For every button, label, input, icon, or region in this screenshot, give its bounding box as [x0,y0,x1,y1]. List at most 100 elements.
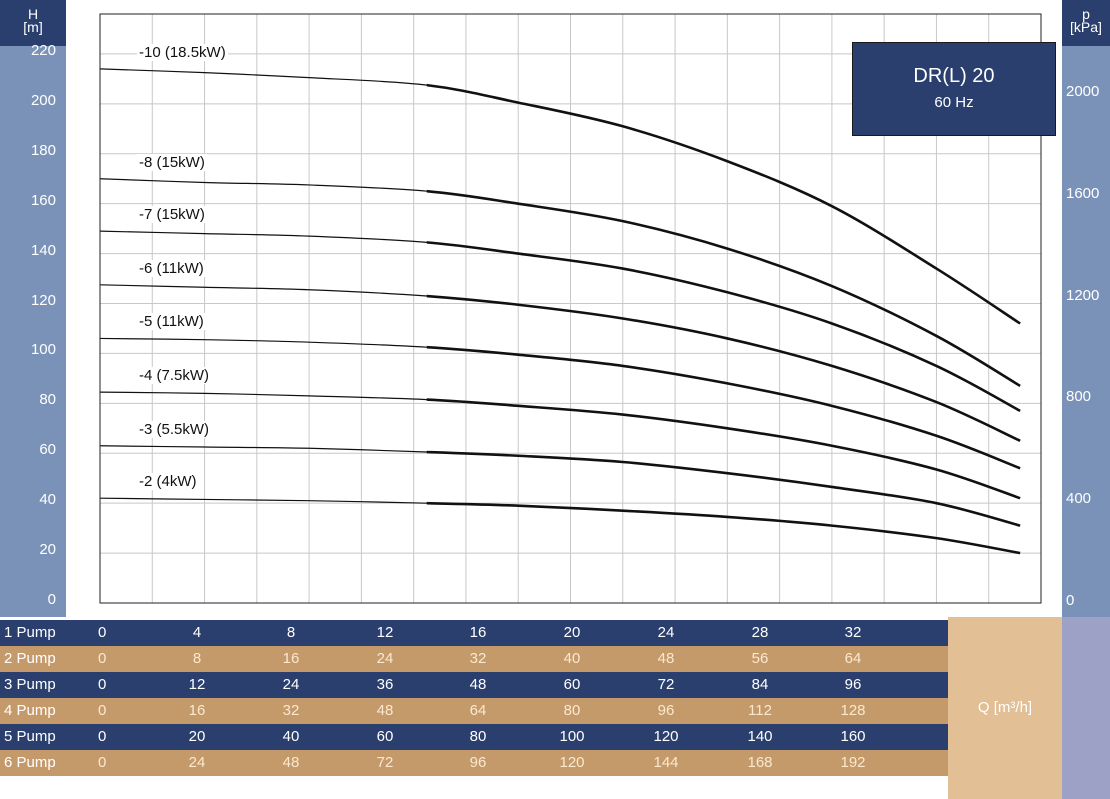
pump-flow-value: 120 [559,754,585,771]
curve-layer [99,68,1021,555]
pump-flow-value: 100 [559,728,585,745]
left-tick-label: 40 [39,491,56,509]
pump-row-label: 4 Pump [4,702,56,719]
pump-flow-value: 112 [748,702,772,719]
series-curve-operating-range [426,294,1021,442]
left-tick-label: 100 [30,341,56,359]
series-curve-operating-range [426,450,1021,527]
pump-row: 4 Pump 0 16 32 48 64 80 96 112 128 [0,698,948,724]
pump-flow-value: 96 [844,676,862,693]
series-label: -5 (11kW) [137,313,206,331]
model-frequency: 60 Hz [934,94,974,111]
model-info-box: DR(L) 20 60 Hz [852,42,1056,136]
pump-flow-value: 0 [98,754,107,771]
left-tick-label: 120 [30,291,56,309]
series-curve-operating-range [426,501,1021,555]
series-label: -3 (5.5kW) [137,420,212,438]
pump-flow-value: 56 [751,650,769,667]
pump-flow-value: 48 [376,702,394,719]
right-axis-unit: p [kPa] [1062,0,1110,46]
series-curve-operating-range [426,241,1021,412]
pump-flow-value: 12 [188,676,206,693]
pump-flow-value: 24 [657,624,675,641]
pump-flow-value: 24 [188,754,206,771]
right-axis-unit-text: [kPa] [1070,19,1102,35]
pump-flow-value: 96 [469,754,487,771]
pump-flow-value: 24 [376,650,394,667]
right-axis-panel [1062,0,1110,617]
pump-flow-value: 20 [188,728,206,745]
pump-flow-value: 144 [653,754,679,771]
pump-flow-value: 40 [282,728,300,745]
pump-flow-value: 60 [376,728,394,745]
pump-flow-value: 0 [98,702,107,719]
pump-flow-value: 72 [657,676,675,693]
pump-flow-value: 168 [747,754,773,771]
pump-flow-value: 64 [844,650,862,667]
pump-flow-value: 8 [286,624,296,641]
pump-flow-value: 48 [282,754,300,771]
pump-flow-value: 96 [657,702,675,719]
right-tick-label: 800 [1066,388,1092,406]
pump-flow-value: 16 [469,624,487,641]
pump-flow-table: 1 Pump 0 4 8 12 16 20 24 28 32 2 Pump 0 8 16 24 32 40 48 5… [0,617,1110,799]
right-table-pad [1062,617,1110,799]
series-curve-operating-range [426,189,1021,387]
pump-flow-value: 48 [469,676,487,693]
pump-flow-value: 64 [469,702,487,719]
pump-flow-value: 128 [840,702,866,719]
pump-flow-value: 0 [98,676,107,693]
left-tick-label: 220 [30,41,56,59]
pump-flow-value: 36 [376,676,394,693]
left-axis-panel [0,0,66,617]
series-label: -2 (4kW) [137,473,199,491]
pump-flow-value: 120 [653,728,679,745]
left-tick-label: 0 [47,591,56,608]
left-tick-label: 60 [39,441,56,459]
right-tick-label: 2000 [1066,83,1100,101]
left-tick-label: 180 [30,141,56,159]
left-tick-label: 160 [30,191,56,209]
pump-flow-value: 160 [840,728,866,745]
series-curve-operating-range [426,398,1021,500]
pump-row-label: 6 Pump [4,754,56,771]
pump-flow-value: 4 [192,624,202,641]
pump-row: 5 Pump 0 20 40 60 80 100 120 140 160 [0,724,948,750]
pump-flow-value: 32 [469,650,487,667]
pump-flow-value: 0 [98,624,107,641]
right-tick-label: 0 [1066,592,1075,609]
left-axis-unit-text: [m] [23,19,43,35]
right-tick-label: 1200 [1066,286,1100,304]
pump-flow-value: 16 [188,702,206,719]
pump-row-label: 3 Pump [4,676,56,693]
left-tick-label: 200 [30,91,56,109]
pump-flow-value: 24 [282,676,300,693]
pump-row: 6 Pump 0 24 48 72 96 120 144 168 192 [0,750,948,776]
right-axis-symbol: p [1082,6,1090,22]
pump-flow-value: 72 [376,754,394,771]
right-tick-label: 1600 [1066,184,1100,202]
series-label: -7 (15kW) [137,206,207,224]
left-tick-label: 20 [39,541,56,559]
pump-flow-value: 80 [469,728,487,745]
pump-flow-value: 32 [844,624,862,641]
left-axis-unit: H [m] [0,0,66,46]
pump-flow-value: 80 [563,702,581,719]
pump-flow-value: 48 [657,650,675,667]
series-curve-operating-range [426,83,1021,325]
right-tick-label: 400 [1066,490,1092,508]
pump-row: 2 Pump 0 8 16 24 32 40 48 56 64 [0,646,948,672]
left-tick-label: 140 [30,241,56,259]
series-label: -8 (15kW) [137,153,207,171]
series-label: -10 (18.5kW) [137,43,228,61]
pump-flow-value: 40 [563,650,581,667]
flow-unit-label: Q [m³/h] [948,617,1062,799]
pump-row-label: 1 Pump [4,624,56,641]
pump-flow-value: 32 [282,702,300,719]
plot-frame [99,13,1042,604]
pump-flow-value: 12 [376,624,394,641]
pump-row-label: 2 Pump [4,650,56,667]
pump-flow-value: 140 [747,728,773,745]
model-name: DR(L) 20 [913,65,995,87]
pump-flow-value: 28 [751,624,769,641]
